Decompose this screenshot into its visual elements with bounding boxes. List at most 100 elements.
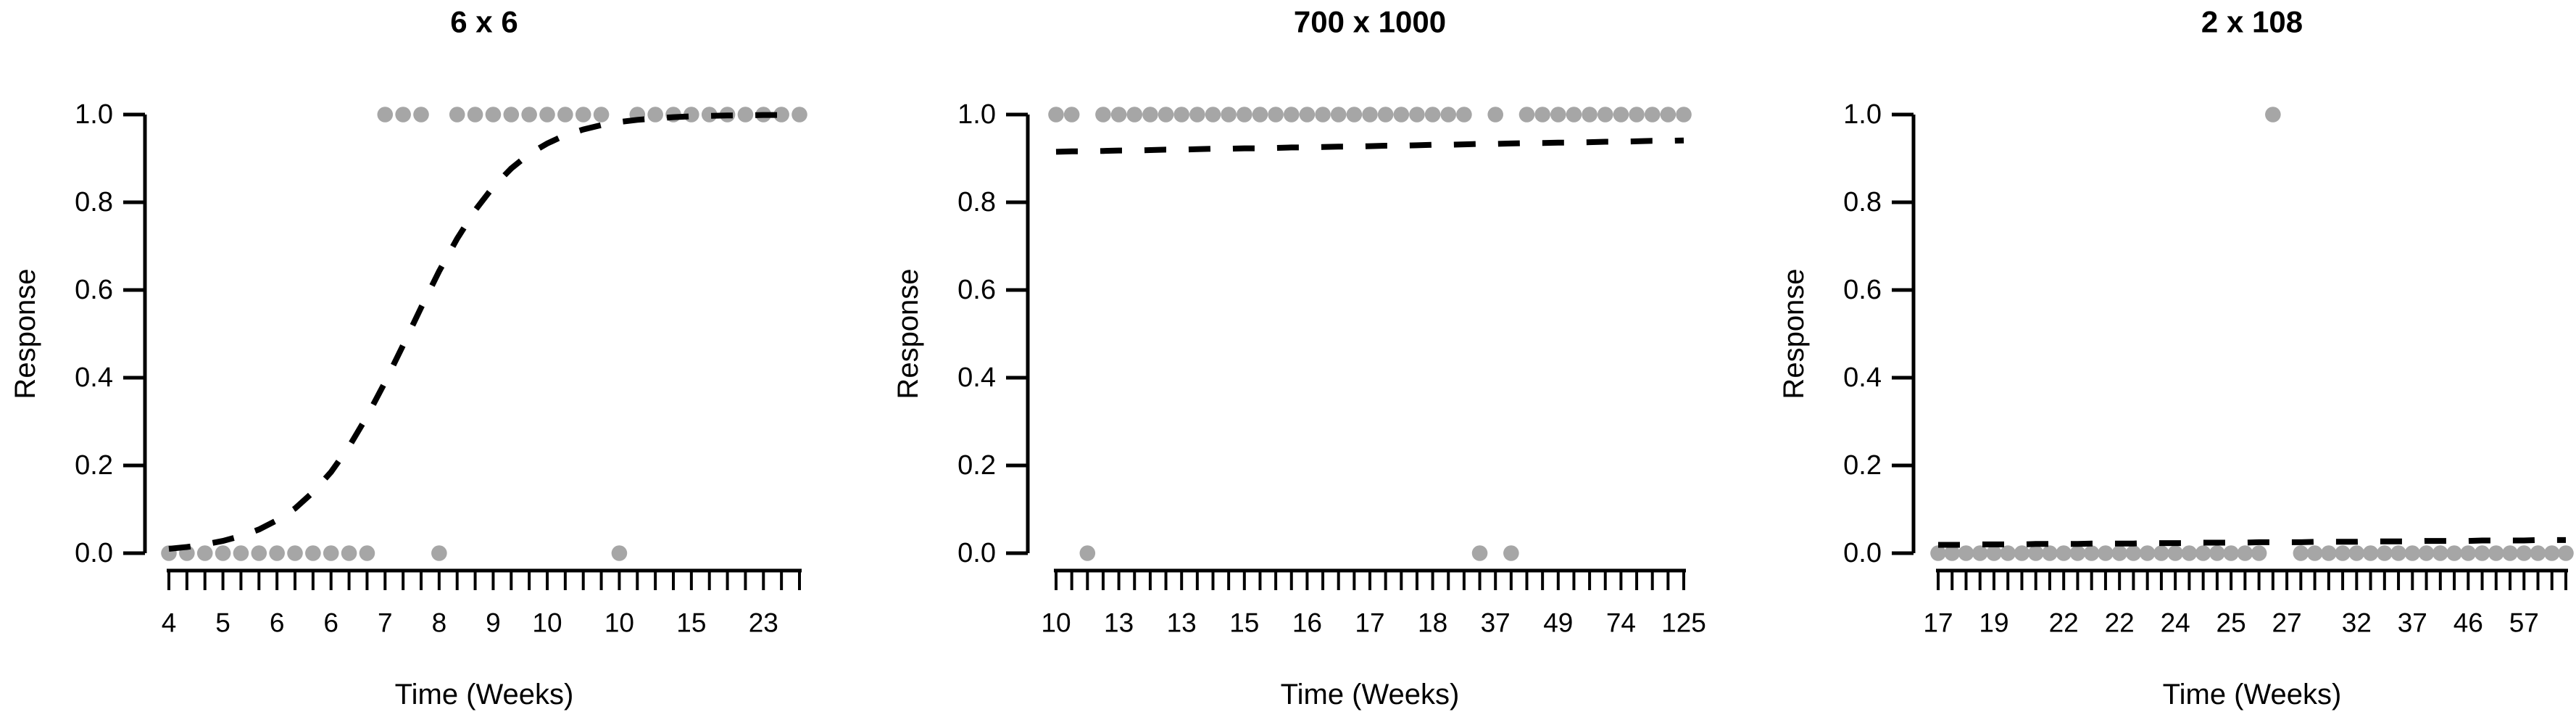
data-points: [1048, 107, 1692, 561]
data-point-response-0: [233, 545, 249, 561]
x-tick-label: 125: [1661, 608, 1706, 638]
data-point-response-1: [521, 107, 537, 123]
data-point-response-0: [2432, 545, 2448, 561]
data-point-response-0: [2306, 545, 2323, 561]
data-point-response-1: [1063, 107, 1080, 123]
y-tick-label: 0.8: [75, 187, 113, 218]
y-axis-title: Response: [9, 268, 41, 399]
panel-title: 700 x 1000: [1294, 5, 1446, 39]
x-tick-label: 18: [1418, 608, 1447, 638]
data-point-response-0: [323, 545, 339, 561]
data-point-response-1: [1315, 107, 1331, 123]
data-point-response-1: [1518, 107, 1535, 123]
x-axis: 4 5 6 6 7 8 9 10 10 15 23: [162, 568, 802, 638]
y-tick-label: 0.6: [1843, 275, 1882, 305]
data-point-response-0: [611, 545, 628, 561]
x-tick-label: 17: [1923, 608, 1953, 638]
x-tick-label: 74: [1606, 608, 1636, 638]
data-point-response-0: [2083, 545, 2100, 561]
data-point-response-1: [773, 107, 789, 123]
data-points: [161, 107, 807, 561]
data-point-response-1: [539, 107, 555, 123]
data-point-response-0: [1503, 545, 1519, 561]
data-point-response-0: [2027, 545, 2044, 561]
data-point-response-1: [1487, 107, 1503, 123]
data-point-response-1: [1095, 107, 1111, 123]
y-tick-label: 0.6: [957, 275, 996, 305]
chart-panel: 2 x 108 0.0 0.2 0.4 0.6 0.8 1.0 Response 17 19 22 2…: [1778, 5, 2574, 710]
x-tick-label: 5: [215, 608, 230, 638]
data-point-response-1: [1534, 107, 1550, 123]
x-axis-title: Time (Weeks): [2163, 679, 2342, 710]
data-point-response-1: [449, 107, 465, 123]
fit-curve: [1055, 137, 1684, 155]
data-point-response-0: [2348, 545, 2365, 561]
data-point-response-1: [1283, 107, 1300, 123]
y-tick-label: 1.0: [75, 99, 113, 130]
data-point-response-1: [1126, 107, 1143, 123]
y-tick-label: 0.0: [1843, 538, 1882, 568]
x-tick-label: 37: [2398, 608, 2427, 638]
data-point-response-1: [1299, 107, 1316, 123]
data-point-response-0: [2418, 545, 2435, 561]
x-tick-label: 13: [1167, 608, 1197, 638]
y-tick-label: 0.2: [75, 450, 113, 481]
data-point-response-0: [1986, 545, 2002, 561]
chart-panel: 6 x 6 0.0 0.2 0.4 0.6 0.8 1.0 Response 4 5 6 6 7 8 9 10…: [9, 5, 807, 710]
x-tick-label: 49: [1543, 608, 1573, 638]
data-point-response-1: [1142, 107, 1158, 123]
data-point-response-1: [593, 107, 610, 123]
data-point-response-0: [2516, 545, 2533, 561]
data-point-response-0: [269, 545, 285, 561]
x-axis: 17 19 22 22 24 25 27 32 37 46 57: [1923, 568, 2568, 638]
data-point-response-1: [1330, 107, 1347, 123]
data-point-response-1: [2265, 107, 2281, 123]
x-tick-label: 10: [1041, 608, 1071, 638]
data-point-response-0: [1944, 545, 1961, 561]
y-tick-label: 0.6: [75, 275, 113, 305]
data-point-response-0: [2362, 545, 2379, 561]
data-point-response-1: [413, 107, 429, 123]
data-point-response-0: [196, 545, 213, 561]
x-tick-label: 15: [676, 608, 706, 638]
y-axis: 0.0 0.2 0.4 0.6 0.8 1.0: [957, 99, 1030, 568]
data-point-response-1: [1048, 107, 1064, 123]
data-point-response-1: [1582, 107, 1597, 123]
data-point-response-1: [792, 107, 807, 123]
y-axis: 0.0 0.2 0.4 0.6 0.8 1.0: [1843, 99, 1916, 568]
data-point-response-0: [2069, 545, 2086, 561]
data-point-response-1: [1440, 107, 1457, 123]
y-tick-label: 0.0: [75, 538, 113, 568]
data-point-response-0: [2167, 545, 2183, 561]
x-tick-label: 23: [749, 608, 778, 638]
x-tick-label: 13: [1104, 608, 1134, 638]
x-tick-label: 4: [162, 608, 177, 638]
x-tick-label: 24: [2161, 608, 2190, 638]
data-point-response-0: [2251, 545, 2267, 561]
data-point-response-1: [395, 107, 411, 123]
data-point-response-0: [2460, 545, 2477, 561]
chart-panel: 700 x 1000 0.0 0.2 0.4 0.6 0.8 1.0 Response 10 13…: [892, 5, 1706, 711]
data-point-response-0: [2321, 545, 2337, 561]
data-point-response-0: [1471, 545, 1488, 561]
x-tick-label: 57: [2509, 608, 2539, 638]
x-tick-label: 15: [1229, 608, 1259, 638]
data-point-response-1: [575, 107, 591, 123]
data-point-response-0: [2111, 545, 2127, 561]
y-tick-label: 0.8: [957, 187, 996, 218]
data-point-response-1: [1268, 107, 1284, 123]
data-point-response-1: [1205, 107, 1221, 123]
data-point-response-1: [1346, 107, 1363, 123]
data-point-response-1: [485, 107, 502, 123]
x-tick-label: 22: [2105, 608, 2135, 638]
data-point-response-1: [1613, 107, 1629, 123]
data-point-response-1: [647, 107, 663, 123]
data-point-response-1: [1237, 107, 1252, 123]
fit-curve: [1938, 536, 2566, 548]
x-tick-label: 9: [486, 608, 501, 638]
x-tick-label: 27: [2272, 608, 2302, 638]
data-point-response-1: [1393, 107, 1410, 123]
x-tick-label: 22: [2049, 608, 2079, 638]
